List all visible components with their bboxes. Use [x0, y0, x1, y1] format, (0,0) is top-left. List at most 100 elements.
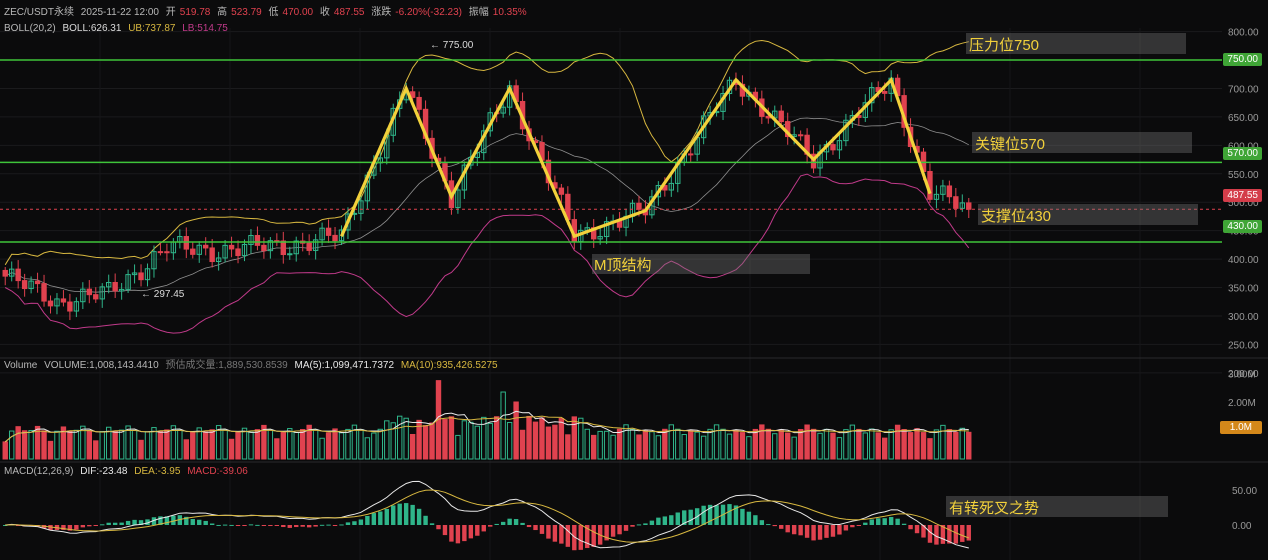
macd-bar [766, 524, 771, 526]
candle-body [41, 283, 47, 302]
candle-body [131, 272, 138, 276]
macd-bar [617, 525, 622, 535]
macd-bar [895, 518, 900, 525]
macd-bar [300, 525, 305, 527]
volume-bar [662, 428, 668, 460]
macd-bar [255, 524, 260, 526]
volume-bar [241, 427, 248, 460]
volume-bar [345, 428, 351, 460]
macd-bar [171, 515, 176, 525]
low-label: 低 [268, 7, 279, 18]
macd-bar [197, 519, 202, 525]
macd-bar [67, 525, 73, 531]
macd-dif-line [5, 480, 969, 549]
volume-bar [209, 429, 215, 460]
macd-bar [248, 524, 254, 526]
macd-bar [552, 525, 558, 542]
volume-bar [940, 424, 946, 460]
volume-bar [80, 425, 86, 460]
macd-bar [876, 518, 881, 525]
macd-bar [436, 525, 441, 530]
candle-body [241, 243, 248, 257]
volume-bar [15, 426, 21, 460]
volume-bar [99, 431, 105, 460]
high-mark: ← 775.00 [430, 40, 474, 51]
candle-body [99, 286, 105, 300]
macd-bar [572, 525, 577, 551]
macd-bar [960, 525, 965, 542]
low-mark: ← 297.45 [141, 289, 185, 300]
price-axis-tick: 400.00 [1228, 255, 1259, 266]
volume-bar [487, 422, 493, 460]
volume-bar [849, 424, 856, 460]
macd-bar [100, 524, 105, 526]
volume-bar [455, 434, 461, 460]
macd-bar [158, 516, 163, 525]
macd-bar [914, 525, 920, 534]
macd-bar [294, 525, 299, 528]
price-axis-tick: 600.00 [1228, 141, 1259, 152]
volume-bar [397, 415, 403, 460]
volume-bar [144, 431, 151, 460]
m-top-box [592, 254, 810, 274]
volume-bar [2, 441, 8, 460]
volume-bar [616, 428, 623, 460]
volume-bar [47, 440, 54, 460]
volume-bar [306, 424, 312, 460]
macd-bar [274, 525, 280, 526]
candle-body [325, 227, 332, 236]
candle-body [28, 280, 34, 290]
macd-bar [546, 525, 551, 539]
macd-bar [701, 505, 706, 525]
candle-body [209, 247, 215, 263]
candle-body [261, 244, 267, 252]
volume-bar [558, 418, 565, 460]
macd-bar [287, 525, 292, 528]
volume-bar [791, 436, 797, 460]
price-axis-tick: 500.00 [1228, 198, 1259, 209]
macd-bar [779, 525, 784, 529]
macd-bar [190, 518, 195, 525]
candle-body [830, 144, 836, 151]
key-level-label: 关键位570 [975, 136, 1046, 153]
macd-bar [313, 525, 318, 527]
macd-bar [403, 503, 409, 525]
macd-bar [675, 512, 680, 525]
volume-axis-tick: 3.00M [1228, 370, 1256, 381]
volume-bar [93, 440, 99, 460]
macd-bar [93, 525, 98, 526]
volume-bar [280, 432, 287, 460]
macd-bar [533, 525, 538, 531]
macd-bar [229, 524, 234, 526]
volume-bar [623, 424, 629, 460]
tag-volume: 1.0M [1219, 421, 1262, 434]
macd-bar [306, 525, 312, 528]
macd-bar [856, 525, 862, 526]
macd-bar [151, 517, 157, 525]
macd-bar [921, 525, 926, 538]
candle-body [306, 242, 312, 251]
candle-body [235, 248, 241, 257]
macd-bar [261, 525, 267, 526]
volume-title: Volume [4, 360, 38, 371]
macd-bar [429, 523, 435, 525]
macd-bar [345, 522, 351, 525]
candle-body [882, 91, 888, 94]
macd-bar [410, 504, 415, 525]
macd-bar [184, 516, 189, 525]
macd-bar [830, 525, 836, 537]
volume-bar [817, 432, 823, 460]
volume-bar [920, 432, 927, 460]
volume-bar [235, 431, 241, 460]
volume-bar [371, 432, 377, 460]
macd-bar [352, 521, 357, 525]
macd-bar [378, 511, 383, 525]
macd-bar [888, 516, 894, 525]
macd-bar [384, 508, 389, 525]
volume-bar [86, 430, 92, 460]
price-axis-tick: 650.00 [1228, 113, 1259, 124]
volume-bar [675, 428, 681, 460]
price-axis-tick: 550.00 [1228, 170, 1259, 181]
candle-body [9, 268, 15, 277]
macd-bar [177, 515, 183, 525]
